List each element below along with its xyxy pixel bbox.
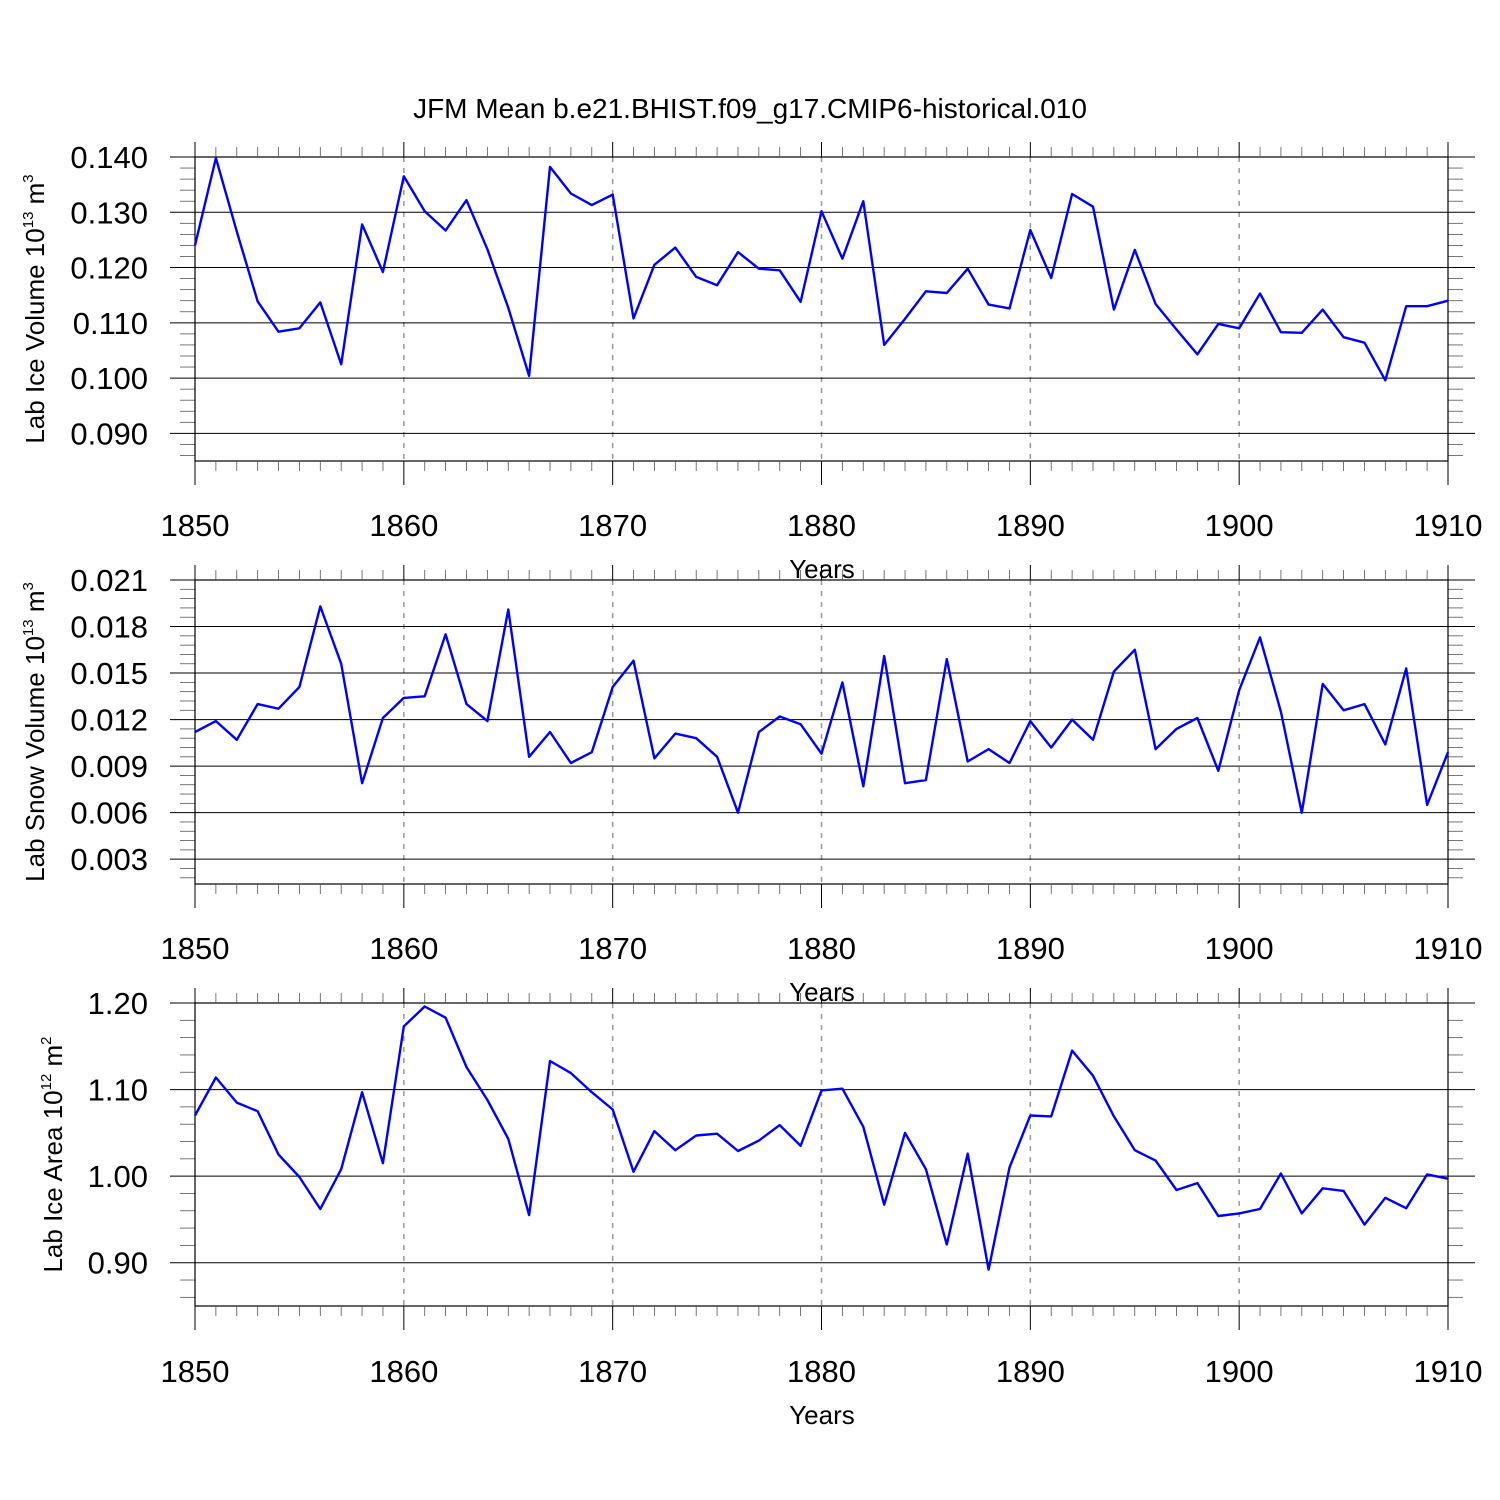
x-tick-label: 1880	[787, 931, 856, 966]
y-tick-label: 0.009	[70, 749, 148, 784]
x-tick-label: 1860	[369, 931, 438, 966]
y-tick-label: 0.140	[70, 140, 148, 175]
x-tick-label: 1860	[369, 1354, 438, 1389]
x-tick-label: 1870	[578, 931, 647, 966]
x-axis-label: Years	[789, 1400, 855, 1430]
y-tick-label: 1.20	[88, 986, 148, 1021]
x-tick-label: 1850	[161, 1354, 230, 1389]
y-tick-label: 0.015	[70, 656, 148, 691]
series-line	[193, 1005, 1449, 1271]
x-tick-label: 1880	[787, 508, 856, 543]
series-line	[193, 156, 1449, 382]
x-tick-label: 1910	[1414, 931, 1483, 966]
x-tick-label: 1850	[161, 508, 230, 543]
x-tick-label: 1880	[787, 1354, 856, 1389]
y-tick-label: 0.110	[73, 306, 148, 341]
x-tick-label: 1900	[1205, 931, 1274, 966]
x-tick-label: 1870	[578, 508, 647, 543]
x-tick-label: 1900	[1205, 508, 1274, 543]
y-tick-label: 0.018	[70, 610, 148, 645]
panel-3: 0.90 1.00 1.10 1.20 1850 1860 1870 1880 1890 1900…	[38, 986, 1482, 1430]
x-tick-label: 1910	[1414, 1354, 1483, 1389]
panel-2: 0.003 0.006 0.009 0.012 0.015 0.018 0.021 1850 1…	[20, 563, 1482, 1007]
y-axis-label: Lab Ice Volume 1013 m3	[20, 174, 50, 443]
y-tick-label: 0.130	[70, 195, 148, 230]
x-tick-label: 1890	[996, 931, 1065, 966]
panels: 0.090 0.100 0.110 0.120 0.130 0.140 1850 1860 18…	[20, 140, 1482, 1430]
y-tick-label: 0.90	[88, 1246, 148, 1281]
y-axis-label: Lab Ice Area 1012 m2	[38, 1036, 68, 1272]
chart-title: JFM Mean b.e21.BHIST.f09_g17.CMIP6-histo…	[413, 93, 1087, 124]
y-tick-label: 0.003	[70, 842, 148, 877]
x-tick-label: 1890	[996, 1354, 1065, 1389]
y-tick-label: 0.120	[70, 251, 148, 286]
x-tick-label: 1860	[369, 508, 438, 543]
y-tick-label: 0.012	[70, 703, 148, 738]
y-tick-label: 1.10	[88, 1073, 148, 1108]
panel-1: 0.090 0.100 0.110 0.120 0.130 0.140 1850 1860 18…	[20, 140, 1482, 584]
y-tick-label: 0.090	[70, 416, 148, 451]
x-tick-label: 1910	[1414, 508, 1483, 543]
x-tick-label: 1850	[161, 931, 230, 966]
x-tick-label: 1870	[578, 1354, 647, 1389]
y-axis-label: Lab Snow Volume 1013 m3	[20, 582, 50, 882]
y-tick-label: 0.021	[70, 563, 148, 598]
y-tick-label: 1.00	[88, 1159, 148, 1194]
x-tick-label: 1900	[1205, 1354, 1274, 1389]
y-tick-label: 0.100	[70, 361, 148, 396]
y-tick-label: 0.006	[70, 796, 148, 831]
x-tick-label: 1890	[996, 508, 1065, 543]
series-line	[194, 605, 1450, 814]
